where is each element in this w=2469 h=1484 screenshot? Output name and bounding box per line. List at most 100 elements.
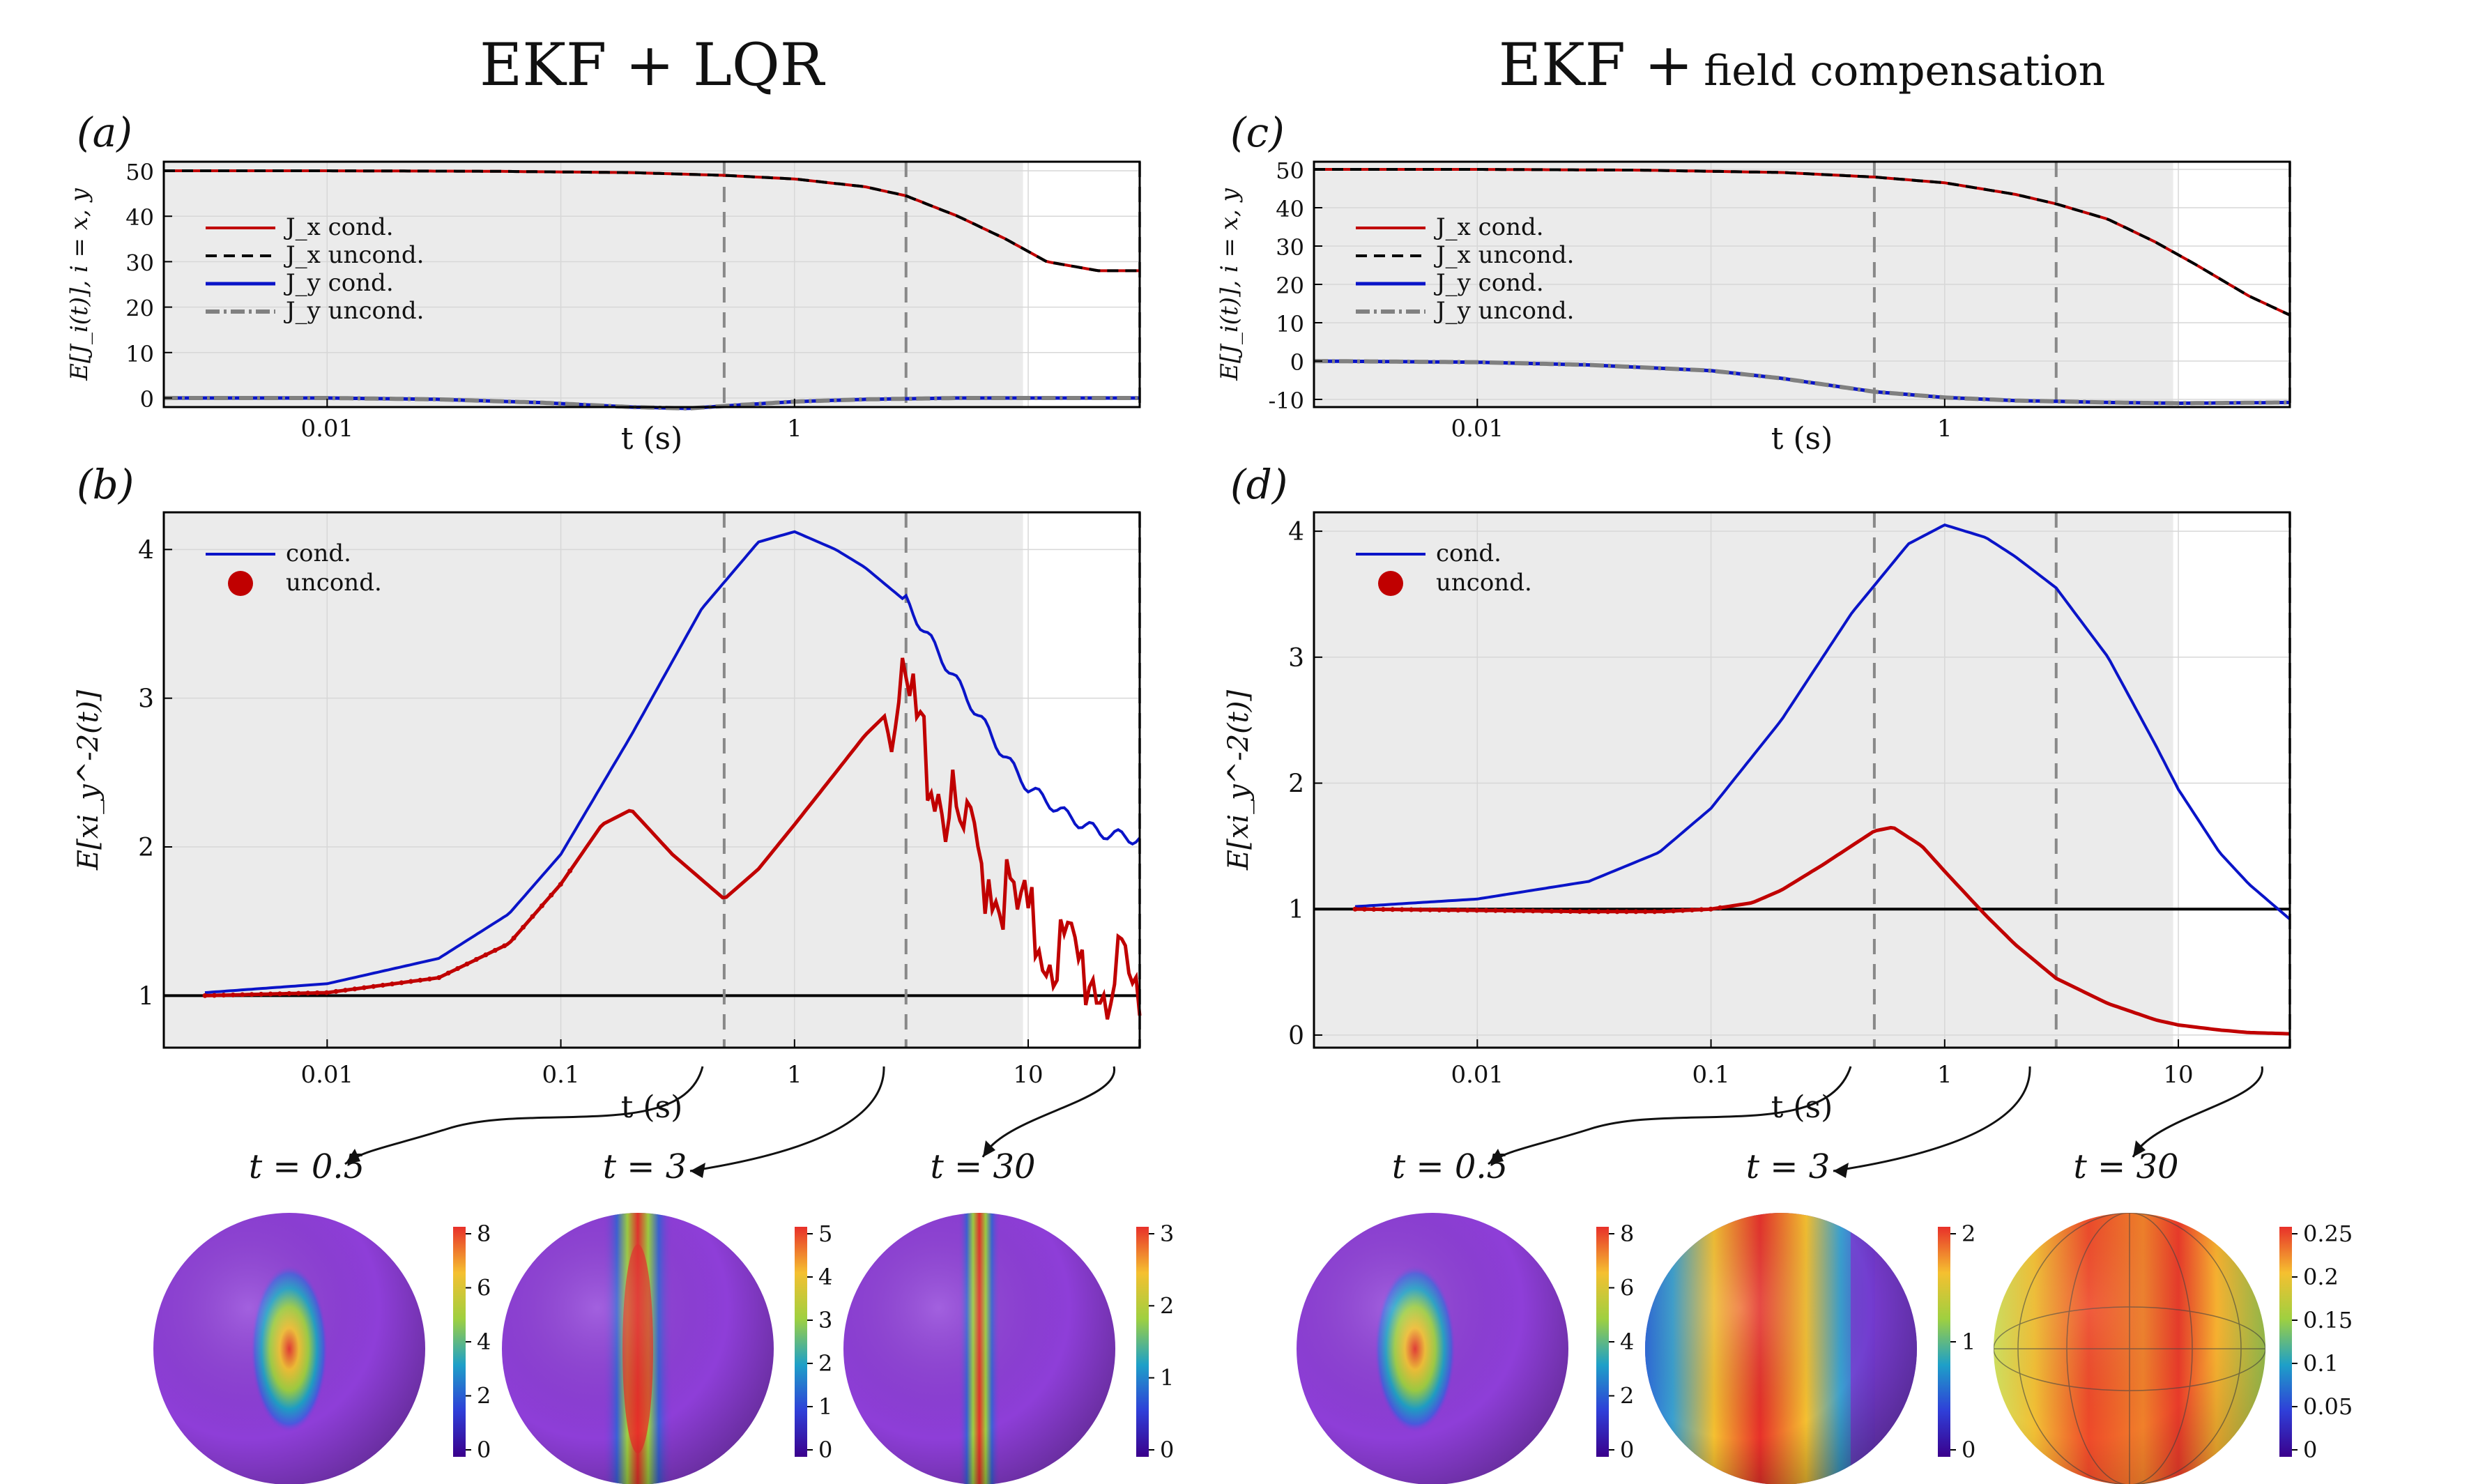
sphere-right-t3 [1645,1213,1917,1484]
colorbar-tick-label: 2 [1962,1221,1975,1247]
y-tick-label: 4 [138,536,154,565]
data-point [408,979,413,984]
data-point [1352,906,1358,912]
snapshot-arrows-left [344,1066,1115,1172]
legend-label: J_x cond. [1434,213,1544,241]
legend-marker [228,571,253,596]
data-point [380,982,385,988]
colorbar-f [2279,1227,2292,1457]
arrow-t05-left [344,1066,704,1165]
data-point [1530,908,1536,914]
data-point [455,965,461,971]
snapshot-label-right-05: t = 0.5 [1392,1147,1508,1186]
data-point [530,914,535,919]
data-point [249,992,254,997]
arrow-t30-left [981,1066,1115,1158]
data-point [1371,907,1377,912]
legend-label: cond. [286,540,351,567]
legend-label: J_x cond. [284,213,394,241]
data-point [352,986,358,992]
data-point [268,991,273,997]
x-tick-label: 0.1 [1692,1061,1730,1089]
chart-a: 0 10 20 30 40 50 0.01 1 t (s) E[J_i(t)], i = x, y… [66,159,1141,457]
colorbar-b [795,1227,807,1457]
arrow-head [2133,1140,2146,1157]
x-tick-label: 0.01 [1451,1061,1504,1089]
arrow-t3-right [1833,1066,2031,1172]
data-point [1502,908,1508,913]
data-point [399,980,404,986]
colorbar-tick-label: 0.2 [2303,1264,2339,1290]
data-point [202,993,208,998]
snapshot-label-right-3: t = 3 [1746,1147,1830,1186]
y-tick-label: 20 [125,296,154,322]
data-point [296,990,301,996]
data-point [221,993,227,998]
data-point [1399,907,1405,912]
data-point [464,961,470,967]
data-point [483,952,489,958]
y-tick-label: 0 [140,386,154,413]
x-tick-label: 1 [1937,415,1952,443]
panel-label-c: (c) [1230,109,1285,156]
x-axis-label: t (s) [1771,421,1833,457]
data-point [502,943,507,949]
data-point [1540,908,1545,914]
colorbars: 864205432103210864202100.250.20.150.10.0… [453,1221,2353,1463]
title-right-small: field compensation [1704,47,2105,95]
colorbar-tick-label: 0 [477,1437,491,1463]
data-point [1689,908,1695,913]
data-point [211,993,217,998]
colorbar-tick-label: 0 [818,1437,832,1463]
panel-label-a: (a) [77,109,132,156]
y-axis-label: E[xi_y^-2(t)] [72,690,105,871]
chart-c: -10 0 10 20 30 40 50 0.01 1 t (s) E[J_i(t)], i = x… [1216,158,2291,457]
legend-label: uncond. [286,569,382,597]
shaded-region [164,512,1023,1048]
colorbar-e [1938,1227,1950,1457]
data-point [314,990,320,995]
title-left: EKF + LQR [480,31,826,99]
y-tick-label: 40 [1276,196,1304,222]
data-point [558,882,563,887]
arrow-head [345,1149,360,1164]
legend-label: J_y uncond. [1434,297,1574,325]
colorbar-tick-label: 4 [477,1329,491,1355]
colorbar-tick-label: 1 [1160,1365,1174,1391]
legend-label: uncond. [1436,569,1532,597]
legend-label: cond. [1436,540,1501,567]
colorbar-tick-label: 4 [818,1264,832,1290]
colorbar-tick-label: 4 [1620,1329,1634,1355]
data-point [1623,909,1629,915]
arrow-head [983,1140,995,1157]
data-point [1418,907,1423,912]
data-point [427,976,432,981]
snapshot-label-left-30: t = 30 [930,1147,1035,1186]
data-point [492,947,498,953]
snapshot-label-left-05: t = 0.5 [249,1147,365,1186]
data-point [1474,908,1480,913]
x-tick-label: 0.01 [300,415,353,443]
data-point [286,990,292,996]
data-point [1633,909,1639,915]
colorbar-tick-label: 3 [1160,1221,1174,1247]
data-point [1521,908,1527,914]
colorbar-tick-label: 0.1 [2303,1350,2339,1377]
y-tick-label: 0 [1288,1022,1304,1050]
series-line-j-y-uncond- [1314,359,2290,406]
data-point [1708,906,1713,912]
y-tick-label: 2 [1288,770,1304,799]
colorbar-tick-label: 2 [1620,1383,1634,1409]
data-point [1642,909,1648,915]
data-point [445,970,451,976]
panel-label-d: (d) [1230,461,1287,508]
x-tick-label: 10 [2163,1061,2193,1089]
colorbar-tick-label: 6 [1620,1275,1634,1301]
arrow-t05-right [1488,1066,1852,1165]
colorbar-tick-label: 0 [1160,1437,1174,1463]
data-point [305,990,311,996]
data-point [1605,909,1611,915]
x-tick-label: 10 [1013,1061,1043,1089]
data-point [1718,905,1723,910]
